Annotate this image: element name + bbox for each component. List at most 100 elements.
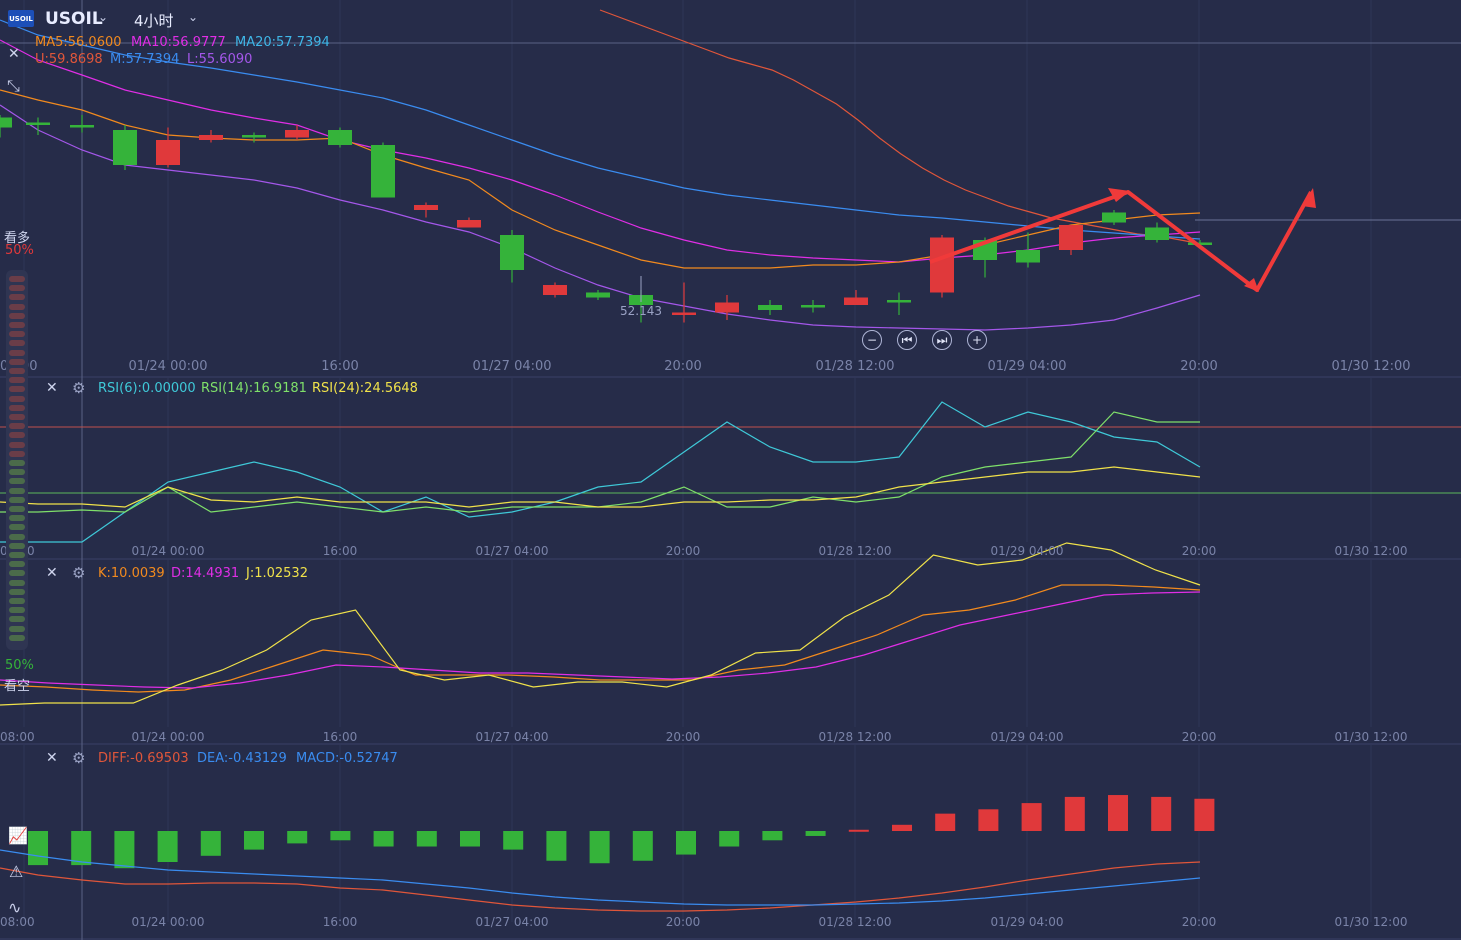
candle-body	[1016, 250, 1040, 263]
symbol-selector[interactable]: USOIL	[45, 9, 103, 29]
chart-type-icon[interactable]: 📈	[8, 826, 28, 845]
period-selector[interactable]: 4小时	[134, 12, 174, 30]
sentiment-segment	[9, 377, 25, 384]
candle-body	[801, 305, 825, 308]
x-axis-tick: 20:00	[1182, 915, 1217, 929]
sentiment-segment	[9, 588, 25, 595]
ma5-legend: MA5:56.0600	[35, 35, 122, 50]
macd-legend: MACD:-0.52747	[296, 751, 398, 766]
close-icon[interactable]: ✕	[46, 750, 58, 766]
kdj-series-line	[0, 542, 1201, 706]
zoom-in-button[interactable]: +	[967, 330, 987, 350]
macd-histogram-bar	[503, 831, 524, 850]
collapse-arrows-icon[interactable]: ⤡	[7, 76, 20, 95]
x-axis-tick: 01/24 00:00	[132, 915, 205, 929]
sentiment-segment	[9, 404, 25, 411]
scroll-to-start-button[interactable]: ⏮	[897, 330, 917, 350]
sentiment-segment	[9, 276, 25, 282]
x-axis-tick: 01/28 12:00	[819, 915, 892, 929]
close-icon[interactable]: ✕	[46, 380, 58, 396]
x-axis-tick: 01/28 12:00	[819, 730, 892, 744]
x-axis-tick: 01/27 04:00	[476, 730, 549, 744]
sentiment-segment	[9, 294, 25, 301]
candle-body	[1102, 212, 1126, 223]
arrow-head-2	[1244, 278, 1259, 292]
x-axis-tick: 01/27 04:00	[476, 544, 549, 558]
sentiment-segment	[9, 542, 25, 549]
candle-body	[887, 300, 911, 303]
x-axis-tick: 16:00	[323, 730, 358, 744]
macd-histogram-bar	[676, 831, 696, 855]
close-icon[interactable]: ✕	[46, 565, 58, 581]
j-legend: J:1.02532	[246, 566, 308, 581]
sentiment-segment	[9, 616, 25, 623]
x-axis-tick: 01/27 04:00	[476, 915, 549, 929]
candle-body	[930, 237, 954, 293]
bear-percent: 50%	[5, 658, 34, 673]
scroll-to-end-button[interactable]: ⏭	[932, 330, 952, 350]
d-legend: D:14.4931	[171, 566, 240, 581]
sentiment-segment	[9, 634, 25, 641]
ma10-line	[0, 39, 1201, 263]
sentiment-segment	[9, 506, 25, 512]
candle-body	[285, 130, 309, 138]
candle-body	[715, 302, 739, 313]
sentiment-segment	[9, 303, 25, 310]
gear-icon[interactable]: ⚙	[72, 379, 86, 397]
candle-body	[500, 235, 524, 270]
macd-histogram-bar	[287, 831, 308, 844]
arrow-head-1	[1108, 188, 1130, 202]
x-axis-tick: 01/30 12:00	[1335, 730, 1408, 744]
x-axis-tick: 01/28 12:00	[815, 359, 894, 374]
macd-histogram-bar	[114, 831, 135, 869]
macd-histogram-bar	[373, 831, 394, 847]
macd-histogram-bar	[935, 813, 956, 831]
macd-histogram-bar	[330, 831, 351, 841]
x-axis-tick: 01/29 04:00	[987, 359, 1066, 374]
macd-histogram-bar	[416, 831, 437, 847]
x-axis-tick: 01/24 00:00	[128, 359, 207, 374]
x-axis-tick: 16:00	[321, 359, 358, 374]
sentiment-segment	[9, 570, 25, 577]
rsi6-legend: RSI(6):0.00000	[98, 381, 196, 396]
x-axis-tick: 01/29 04:00	[991, 730, 1064, 744]
chevron-down-icon[interactable]: ⌄	[188, 10, 199, 24]
sentiment-segment	[9, 441, 25, 448]
sentiment-segment	[9, 285, 25, 292]
sentiment-segment	[9, 414, 25, 420]
gear-icon[interactable]: ⚙	[72, 749, 86, 767]
candle-body	[1059, 225, 1083, 250]
indicator-icon[interactable]: ∿	[8, 898, 22, 917]
boll-mid-legend: M:57.7394	[110, 52, 180, 67]
sentiment-segment	[9, 607, 25, 614]
x-axis-tick: 01/27 04:00	[472, 359, 551, 374]
close-icon[interactable]: ✕	[8, 46, 20, 62]
macd-histogram-bar	[1194, 798, 1215, 831]
zoom-out-button[interactable]: −	[862, 330, 882, 350]
chevron-down-icon[interactable]: ⌄	[98, 10, 109, 24]
candle-body	[156, 140, 180, 165]
candle-body	[328, 130, 352, 145]
x-axis-tick: 01/29 04:00	[991, 544, 1064, 558]
sentiment-segment	[9, 322, 25, 328]
gear-icon[interactable]: ⚙	[72, 564, 86, 582]
candle-body	[1188, 242, 1212, 245]
x-axis-tick: 20:00	[1182, 730, 1217, 744]
sentiment-segment	[9, 386, 25, 393]
macd-diff-line	[0, 861, 1201, 912]
ma20-legend: MA20:57.7394	[235, 35, 330, 50]
x-axis-tick: 20:00	[666, 544, 701, 558]
x-axis-tick: 08:00	[0, 730, 35, 744]
drawing-tool-icon[interactable]: ⚠	[9, 862, 24, 881]
candle-body	[26, 122, 50, 125]
macd-histogram-bar	[762, 831, 783, 841]
x-axis-tick: 01/30 12:00	[1331, 359, 1410, 374]
x-axis-tick: 20:00	[1182, 544, 1217, 558]
bear-label: 看空	[4, 679, 31, 694]
kdj-series-line	[0, 591, 1201, 689]
arrow-head-3	[1302, 188, 1316, 208]
macd-histogram-bar	[632, 831, 653, 861]
diff-legend: DIFF:-0.69503	[98, 751, 189, 766]
